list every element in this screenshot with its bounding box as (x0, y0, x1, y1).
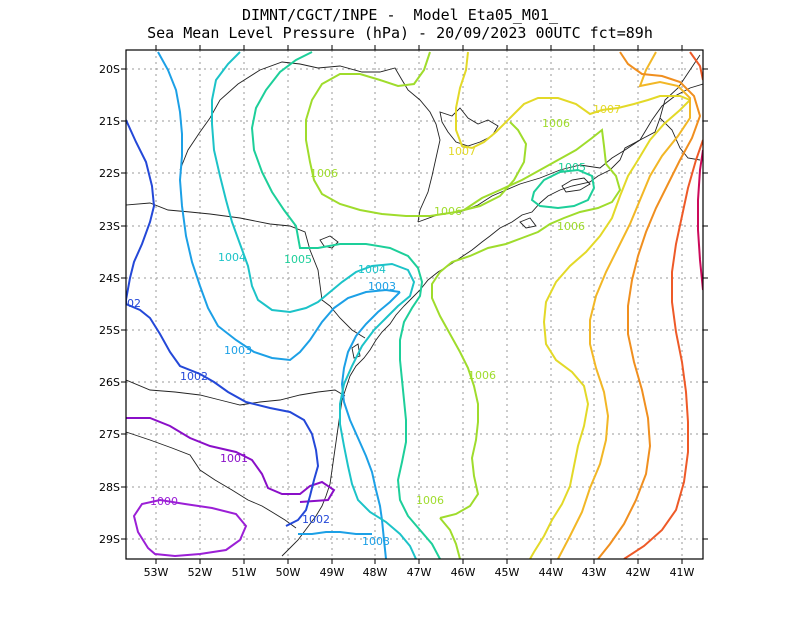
river-reservoir (439, 107, 499, 147)
lon-tick-label: 48W (363, 566, 388, 579)
isobar-1003-left (157, 51, 401, 362)
isobar-1005-main (250, 51, 441, 559)
state-border-7 (659, 117, 701, 161)
label-1002-b: 1002 (302, 513, 330, 526)
label-1003-c: 1003 (362, 535, 390, 548)
lat-tick-label: 24S (99, 272, 120, 285)
label-1006-a: 1006 (310, 167, 338, 180)
title-line-1: DIMNT/CGCT/INPE - Model Eta05_M01_ (241, 6, 559, 24)
lon-tick-label: 46W (451, 566, 476, 579)
isobar-1001 (126, 417, 336, 503)
state-border-3 (179, 61, 441, 223)
label-1004-a: 1004 (218, 251, 246, 264)
state-border-6 (639, 83, 703, 141)
isobar-1004 (211, 51, 417, 559)
label-1001: 1001 (220, 452, 248, 465)
lon-tick-label: 41W (670, 566, 695, 579)
lon-tick-label: 50W (276, 566, 301, 579)
label-1002-c: 02 (127, 297, 141, 310)
map-title: DIMNT/CGCT/INPE - Model Eta05_M01_ Sea M… (0, 6, 800, 42)
coastline (281, 54, 701, 557)
isobar-1003-bottom (298, 531, 372, 535)
isobar-1008 (557, 51, 691, 559)
isobar-1000 (132, 498, 248, 558)
isobar-1006-lower (439, 517, 461, 559)
latitude-labels: 20S 21S 22S 23S 24S 25S 26S 27S 28S 29S (99, 63, 120, 546)
isobar-1007-main (455, 51, 691, 150)
lon-tick-label: 45W (495, 566, 520, 579)
label-1000: 1000 (150, 495, 178, 508)
isobar-1003-right (340, 291, 401, 559)
label-1007-b: 1007 (593, 103, 621, 116)
lon-tick-label: 49W (320, 566, 345, 579)
label-1002-a: 1002 (180, 370, 208, 383)
lat-tick-label: 20S (99, 63, 120, 76)
label-1003-a: 1003 (224, 344, 252, 357)
label-1007-a: 1007 (448, 145, 476, 158)
lat-tick-label: 25S (99, 324, 120, 337)
isobar-1009 (597, 51, 702, 559)
axis-ticks (121, 45, 708, 564)
lon-tick-label: 47W (407, 566, 432, 579)
lon-tick-label: 42W (626, 566, 651, 579)
state-border-5 (126, 431, 297, 529)
lon-tick-label: 53W (144, 566, 169, 579)
isobar-1002 (126, 119, 320, 527)
isobar-1005-high (530, 168, 596, 210)
plot-frame (125, 49, 704, 560)
lat-tick-label: 22S (99, 167, 120, 180)
longitude-labels: 53W 52W 51W 50W 49W 48W 47W 46W 45W 44W 43W 42W 41W (144, 566, 695, 579)
label-1005-a: 1005 (284, 253, 312, 266)
label-1003-b: 1003 (368, 280, 396, 293)
label-1006-e: 1006 (468, 369, 496, 382)
coastal-islands (351, 177, 591, 359)
lon-tick-label: 51W (232, 566, 257, 579)
lat-tick-label: 27S (99, 428, 120, 441)
lon-tick-label: 43W (582, 566, 607, 579)
label-1005-b: 1005 (558, 161, 586, 174)
label-1006-b: 1006 (434, 205, 462, 218)
label-1006-c: 1006 (542, 117, 570, 130)
lat-tick-label: 23S (99, 220, 120, 233)
label-1006-d: 1006 (557, 220, 585, 233)
lat-tick-label: 26S (99, 376, 120, 389)
lon-tick-label: 44W (539, 566, 564, 579)
label-1006-f: 1006 (416, 494, 444, 507)
lat-tick-label: 29S (99, 533, 120, 546)
lat-tick-label: 21S (99, 115, 120, 128)
state-border-2 (126, 379, 346, 406)
lat-tick-label: 28S (99, 481, 120, 494)
isobars (126, 51, 703, 559)
isobar-1010 (623, 51, 703, 559)
state-border-1 (126, 202, 366, 339)
label-1004-b: 1004 (358, 263, 386, 276)
isobar-1006-ring (431, 128, 622, 519)
isobar-1011 (697, 149, 703, 291)
lon-tick-label: 52W (188, 566, 213, 579)
title-line-2: Sea Mean Level Pressure (hPa) - 20/09/20… (147, 24, 653, 42)
isobar-1007-east (529, 99, 691, 559)
contour-labels: 1000 1001 1002 1002 02 1003 1003 1003 10… (127, 103, 621, 548)
